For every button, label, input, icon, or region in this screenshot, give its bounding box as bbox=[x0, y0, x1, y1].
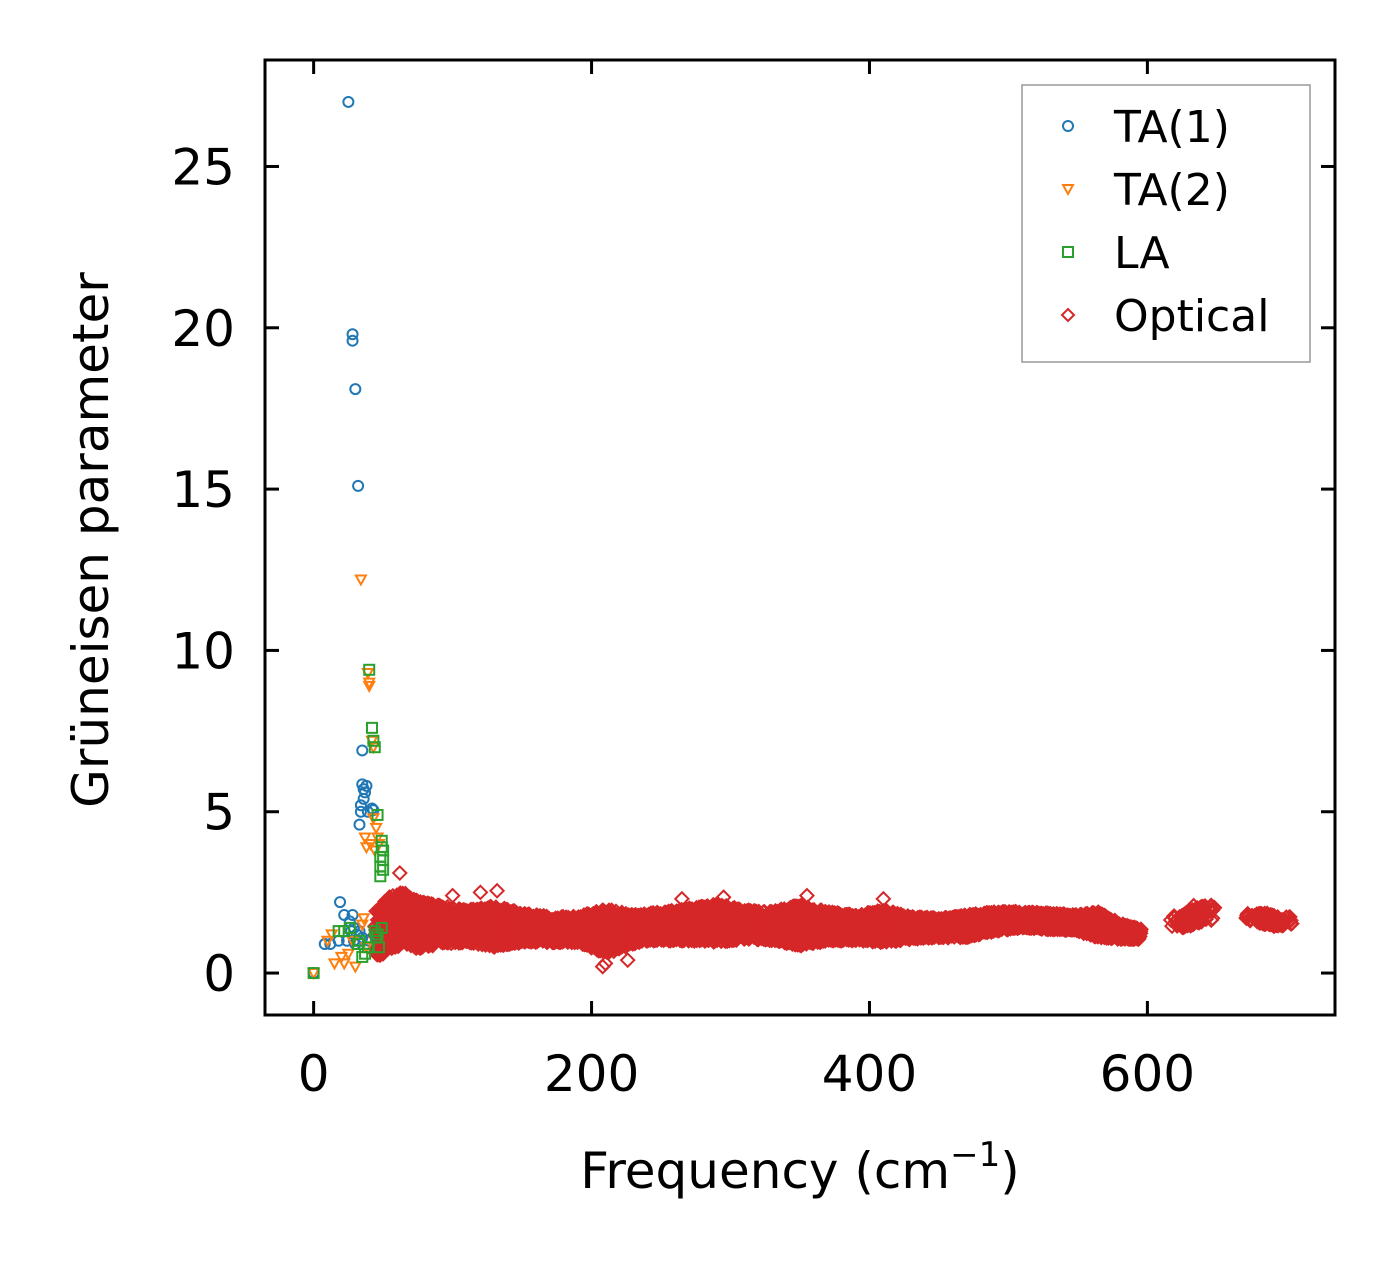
plot-marks bbox=[306, 95, 1300, 981]
series-optical bbox=[366, 865, 1300, 975]
